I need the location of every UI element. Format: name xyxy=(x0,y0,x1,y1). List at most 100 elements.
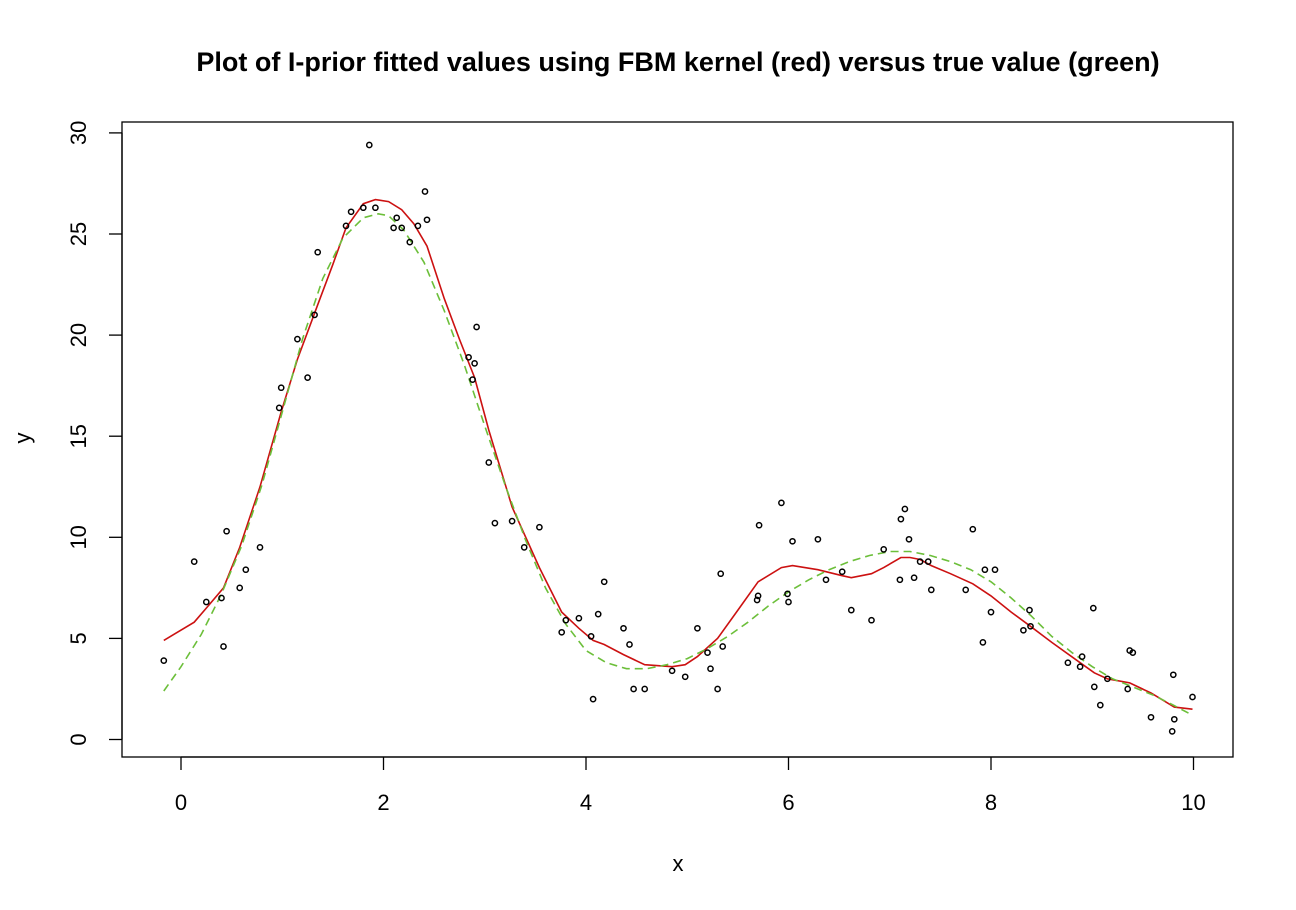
data-point xyxy=(594,610,602,618)
data-point xyxy=(1096,701,1104,709)
data-point xyxy=(491,519,499,527)
data-point xyxy=(814,535,822,543)
data-point xyxy=(681,673,689,681)
data-point xyxy=(1076,663,1084,671)
data-point xyxy=(753,596,761,604)
data-point xyxy=(372,204,379,212)
data-point xyxy=(719,643,727,650)
data-point xyxy=(630,685,637,693)
data-point xyxy=(242,566,250,574)
data-point xyxy=(1189,693,1196,701)
data-point xyxy=(1104,675,1111,683)
data-point xyxy=(520,544,528,551)
data-point xyxy=(202,598,210,606)
data-point xyxy=(755,521,763,529)
data-point xyxy=(778,499,785,507)
data-point xyxy=(924,558,932,565)
data-point xyxy=(220,643,227,650)
x-tick-label: 6 xyxy=(782,790,794,815)
series-layer xyxy=(163,198,1193,716)
data-point xyxy=(704,649,711,656)
data-point xyxy=(847,606,855,614)
data-point xyxy=(1090,683,1098,691)
data-point xyxy=(1124,685,1132,693)
data-point xyxy=(587,633,595,640)
y-axis-label: y xyxy=(10,433,35,444)
data-point xyxy=(927,586,935,594)
data-point xyxy=(714,685,721,693)
data-point xyxy=(1169,671,1177,679)
data-point xyxy=(393,214,401,222)
data-point xyxy=(916,558,924,565)
data-point xyxy=(987,608,995,616)
data-point xyxy=(789,537,796,545)
data-point xyxy=(398,224,406,232)
data-point xyxy=(1078,653,1086,660)
data-point xyxy=(1026,606,1033,614)
data-point xyxy=(406,238,414,246)
data-point xyxy=(1147,713,1155,721)
data-point xyxy=(620,624,627,632)
data-point xyxy=(465,353,472,361)
y-tick-label: 20 xyxy=(66,323,91,347)
data-point xyxy=(905,535,913,543)
y-tick-label: 5 xyxy=(66,632,91,644)
data-point xyxy=(190,558,198,565)
data-point xyxy=(558,628,566,636)
data-point xyxy=(304,374,311,381)
data-point xyxy=(868,616,875,624)
x-axis: 0 2 4 6 8 10 xyxy=(175,756,1206,815)
data-point xyxy=(1020,626,1027,634)
data-point xyxy=(365,141,373,149)
data-point xyxy=(347,208,355,216)
data-point xyxy=(1129,649,1137,656)
data-point xyxy=(275,404,283,412)
data-point xyxy=(717,570,725,578)
x-tick-label: 4 xyxy=(580,790,592,815)
data-point xyxy=(1027,622,1034,630)
chart-title: Plot of I-prior fitted values using FBM … xyxy=(196,47,1159,77)
data-point xyxy=(342,222,350,230)
y-tick-label: 0 xyxy=(66,733,91,745)
data-point xyxy=(785,598,792,606)
data-point xyxy=(1089,604,1097,612)
data-point xyxy=(294,335,301,343)
data-point xyxy=(991,566,999,574)
data-point xyxy=(423,216,431,224)
data-point xyxy=(901,505,909,513)
data-point xyxy=(1168,728,1176,735)
data-point xyxy=(969,525,977,533)
x-tick-label: 2 xyxy=(377,790,389,815)
data-point xyxy=(508,517,516,525)
data-point xyxy=(897,515,905,523)
y-tick-label: 15 xyxy=(66,424,91,448)
data-point xyxy=(707,665,714,673)
y-axis: 0 5 10 15 20 25 30 xyxy=(66,121,123,746)
data-point xyxy=(160,657,168,664)
data-point xyxy=(896,576,904,584)
data-point xyxy=(962,586,970,594)
data-point xyxy=(694,624,701,632)
series-line-1 xyxy=(163,212,1193,716)
data-point xyxy=(473,323,480,331)
y-tick-label: 30 xyxy=(66,121,91,145)
data-point xyxy=(471,360,478,367)
data-point xyxy=(469,376,476,383)
data-point xyxy=(1064,659,1072,667)
data-point xyxy=(784,590,791,598)
data-point xyxy=(1170,715,1178,723)
data-point xyxy=(754,592,762,600)
data-point xyxy=(536,523,543,531)
x-tick-label: 10 xyxy=(1181,790,1205,815)
data-point xyxy=(236,584,244,592)
data-point xyxy=(277,384,285,392)
data-point xyxy=(390,224,397,232)
data-point xyxy=(311,311,318,319)
data-point xyxy=(218,594,225,602)
data-point xyxy=(641,685,649,693)
data-point xyxy=(979,639,987,646)
data-point xyxy=(626,641,633,648)
y-tick-label: 10 xyxy=(66,525,91,549)
data-point xyxy=(589,695,597,703)
